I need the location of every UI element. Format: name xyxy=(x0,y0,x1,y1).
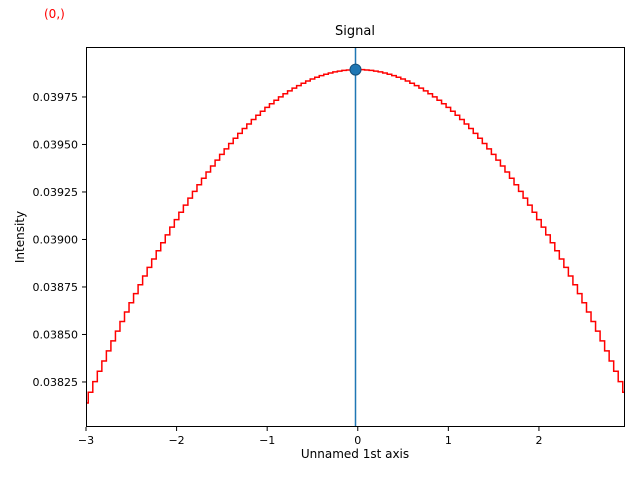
y-tick-label: 0.03900 xyxy=(33,233,79,246)
y-tick-label: 0.03850 xyxy=(33,328,79,341)
x-tick-label: 0 xyxy=(354,434,361,447)
axes-frame xyxy=(86,47,625,427)
x-tick-label: −1 xyxy=(259,434,275,447)
y-tick-label: 0.03925 xyxy=(33,186,79,199)
y-tick-label: 0.03825 xyxy=(33,376,79,389)
x-axis-label: Unnamed 1st axis xyxy=(300,447,410,461)
x-tick-label: −3 xyxy=(78,434,94,447)
x-tick-label: −2 xyxy=(168,434,184,447)
peak-marker[interactable] xyxy=(349,63,362,76)
chart-title: Signal xyxy=(335,24,375,39)
x-tick-label: 2 xyxy=(535,434,542,447)
y-tick-label: 0.03875 xyxy=(33,281,79,294)
x-tick-label: 1 xyxy=(445,434,452,447)
y-tick-label: 0.03950 xyxy=(33,138,79,151)
y-tick-label: 0.03975 xyxy=(33,91,79,104)
cursor-position-label: (0,) xyxy=(44,7,65,21)
